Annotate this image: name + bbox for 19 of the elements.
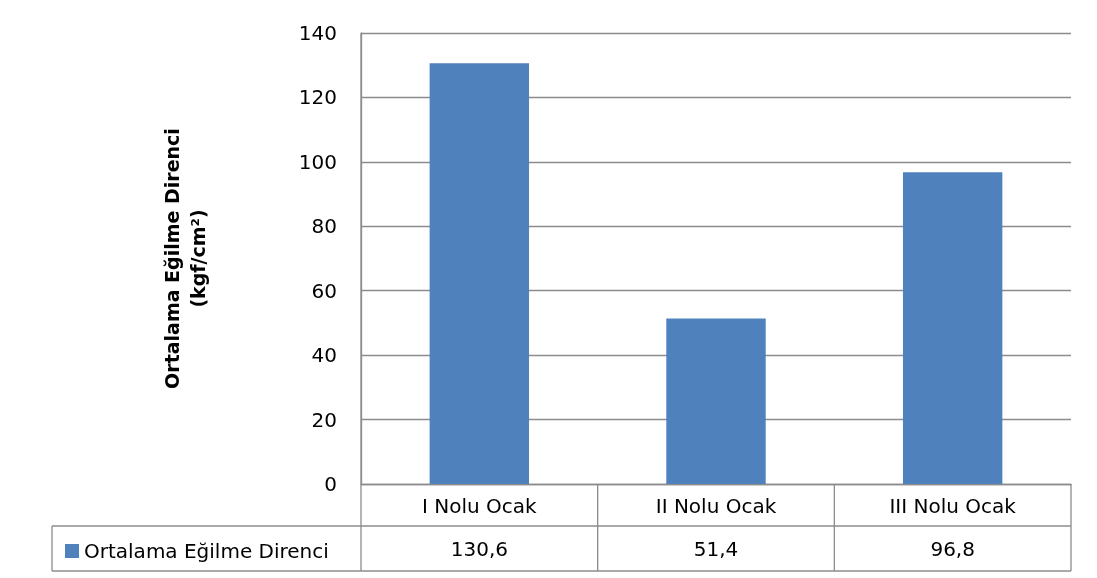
y-tick-label: 120 [298, 85, 337, 110]
bar [902, 172, 1003, 484]
y-tick-label: 140 [298, 21, 337, 45]
y-tick-label: 100 [298, 149, 337, 174]
y-tick-label: 60 [311, 278, 337, 303]
y-tick-label: 20 [311, 407, 337, 432]
y-axis-title: Ortalama Eğilme Direnci (kgf/cm²) [161, 128, 209, 389]
bar [429, 63, 530, 484]
bar [666, 318, 766, 484]
y-tick-label: 80 [311, 214, 337, 239]
y-tick-label: 0 [324, 472, 337, 496]
y-tick-label: 40 [311, 343, 337, 368]
x-tick-label: I Nolu Ocak [422, 494, 538, 518]
data-label: 96,8 [930, 536, 975, 561]
data-label: 51,4 [693, 536, 739, 561]
x-tick-label: II Nolu Ocak [655, 494, 777, 518]
data-label: 130,6 [450, 536, 508, 561]
x-tick-label: III Nolu Ocak [889, 494, 1017, 518]
legend-label: Ortalama Eğilme Direnci [84, 539, 329, 563]
